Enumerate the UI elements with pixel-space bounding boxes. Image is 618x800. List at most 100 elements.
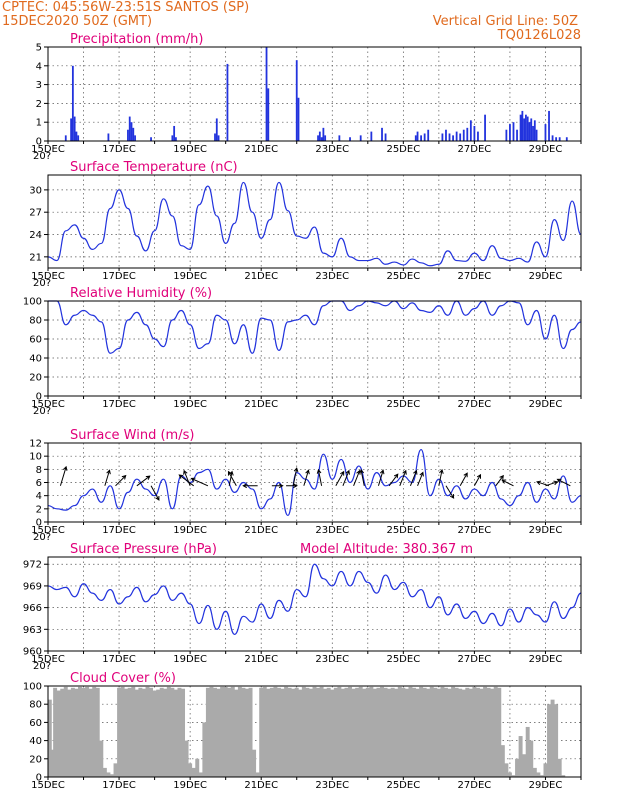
y-tick-label: 8 (36, 465, 42, 476)
y-tick-label: 2 (36, 99, 42, 110)
precip-bar (132, 127, 135, 141)
cloud-bar (141, 688, 146, 777)
wind-vector (286, 483, 298, 489)
x-tick-label: 27DEC (458, 654, 492, 665)
cloud-bar (497, 687, 502, 777)
wind-vector (495, 474, 504, 487)
cloud-bar (511, 775, 516, 777)
panel-title: Surface Temperature (nC) (70, 160, 238, 175)
y-tick-label: 963 (23, 625, 42, 636)
precip-bar (423, 133, 426, 141)
wind-vector (473, 473, 482, 487)
cloud-bar (330, 689, 335, 777)
cloud-bar (188, 763, 193, 777)
cloud-bar (102, 767, 107, 777)
x-tick-label: 23DEC (315, 271, 349, 282)
x-tick-label: 23DEC (315, 144, 349, 155)
panel-5: Cloud Cover (%) 0 20 40 60 80 100 15DEC 17DEC 19D… (23, 671, 582, 791)
cloud-bar (483, 686, 488, 777)
y-tick-label: 24 (29, 230, 42, 241)
precip-bar (526, 116, 529, 141)
cloud-bar (124, 688, 129, 777)
cloud-bar (252, 749, 257, 777)
precip-bar (215, 118, 218, 141)
cloud-bar (294, 687, 299, 777)
precip-bar (441, 133, 444, 141)
y-tick-label: 30 (29, 185, 42, 196)
wind-vector (150, 485, 160, 501)
precip-bar (214, 133, 216, 141)
cloud-bar (138, 687, 143, 777)
x-tick-label: 23DEC (315, 780, 349, 791)
panel-4: Surface Pressure (hPa) Model Altitude: 38… (23, 542, 582, 672)
x-tick-label: 15DEC (31, 144, 65, 155)
cloud-bar (529, 740, 534, 777)
cloud-bar (298, 689, 303, 777)
x-tick-label: 25DEC (386, 399, 420, 410)
precip-bar (173, 125, 176, 141)
precip-bar (370, 131, 373, 141)
precip-bar (512, 122, 515, 141)
panel-1: Surface Temperature (nC) 21 24 27 30 15DEC 17D… (29, 160, 582, 289)
y-tick-label: 4 (36, 61, 42, 72)
y-tick-label: 100 (23, 297, 42, 308)
cloud-bar (554, 704, 559, 777)
wind-vector (59, 465, 68, 486)
cloud-bar (230, 686, 235, 777)
x-tick-label: 19DEC (173, 144, 207, 155)
cloud-bar (486, 687, 491, 777)
x-tick-label: 27DEC (458, 144, 492, 155)
precip-bar (558, 137, 561, 141)
cloud-bar (515, 758, 520, 777)
precip-bar (297, 97, 300, 141)
cloud-bar (269, 687, 274, 777)
cloud-bar (394, 688, 399, 777)
cloud-bar (525, 726, 530, 777)
wind-vector (409, 469, 418, 486)
cloud-bar (120, 686, 125, 777)
x-tick-label: 27DEC (458, 525, 492, 536)
precip-bar (565, 137, 568, 141)
cloud-bar (74, 688, 79, 777)
precip-bar (175, 137, 177, 141)
panel-frame (47, 46, 582, 142)
panel-title: Precipitation (mm/h) (70, 32, 203, 47)
x-tick-label: 23DEC (315, 399, 349, 410)
x-tick-label: 27DEC (458, 271, 492, 282)
cloud-bar (195, 758, 200, 777)
cloud-bar (163, 688, 168, 777)
y-tick-label: 6 (36, 478, 42, 489)
x-tick-label: 23DEC (315, 654, 349, 665)
cloud-bar (202, 722, 207, 777)
cloud-bar (468, 688, 473, 777)
x-year-stub: 20? (33, 151, 51, 162)
cloud-bar (547, 704, 551, 777)
x-tick-label: 29DEC (529, 780, 563, 791)
precip-bar (420, 135, 422, 141)
cloud-bar (365, 687, 370, 777)
wind-vector (335, 470, 345, 487)
precip-bar (548, 110, 550, 141)
precip-bar (532, 125, 534, 141)
x-tick-label: 25DEC (386, 780, 420, 791)
precip-bar (75, 131, 78, 141)
cloud-bar (149, 687, 154, 777)
wind-vector (501, 479, 514, 487)
cloud-bar (223, 686, 228, 777)
x-year-stub: 20? (33, 406, 51, 417)
cloud-bar (472, 686, 477, 777)
cloud-bar (305, 687, 310, 777)
precip-bar (544, 124, 547, 141)
x-tick-label: 17DEC (102, 399, 136, 410)
cloud-bar (479, 688, 484, 777)
cloud-bar (245, 688, 249, 777)
cloud-bar (436, 688, 441, 777)
cloud-bar (539, 775, 544, 777)
panel-frame (47, 174, 582, 269)
cloud-bar (234, 689, 239, 777)
cloud-bar (280, 688, 285, 777)
x-tick-label: 25DEC (386, 654, 420, 665)
precip-bar (324, 135, 327, 141)
cloud-bar (159, 687, 164, 777)
panel-frame (47, 685, 582, 778)
